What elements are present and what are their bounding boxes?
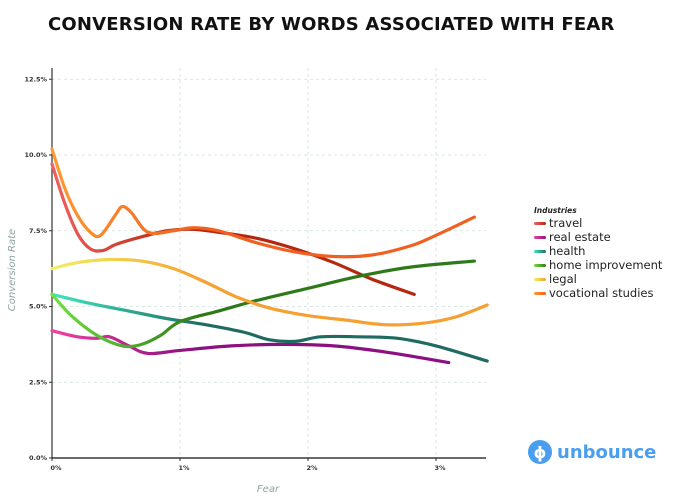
legend-label: home improvement [549, 258, 663, 272]
legend-swatch [534, 277, 546, 281]
x-axis-ticks: 0% 1% 2% 3% [50, 458, 446, 472]
legend-swatch [534, 235, 546, 239]
legend-label: real estate [549, 230, 611, 244]
series-lines [50, 147, 489, 365]
legend-label: legal [549, 272, 577, 286]
y-tick-label: 10.0% [24, 151, 47, 159]
y-tick-label: 2.5% [29, 378, 48, 386]
y-axis-ticks: 0.0% 2.5% 5.0% 7.5% 10.0% 12.5% [24, 75, 52, 462]
legend-swatch [534, 249, 546, 253]
y-tick-label: 5.0% [29, 303, 48, 311]
legend-item-home-improvement: home improvement [534, 258, 662, 272]
series-line-vocational-studies [50, 147, 476, 259]
grid-lines [52, 68, 486, 458]
legend-item-vocational-studies: vocational studies [534, 286, 662, 300]
legend-swatch [534, 263, 546, 267]
unbounce-logo: ϕ unbounce [528, 440, 656, 464]
y-tick-label: 0.0% [29, 454, 48, 462]
y-axis-label: Conversion Rate [7, 229, 18, 311]
legend-item-health: health [534, 244, 662, 258]
legend-item-travel: travel [534, 216, 662, 230]
series-line-legal [50, 257, 489, 327]
legend-label: travel [549, 216, 583, 230]
legend-swatch [534, 291, 546, 295]
series-line-home-improvement [50, 259, 476, 349]
x-tick-label: 2% [306, 464, 318, 472]
series-line-health [50, 292, 489, 363]
x-tick-label: 1% [178, 464, 190, 472]
unbounce-logo-icon: ϕ [528, 440, 552, 464]
legend-title: Industries [534, 206, 577, 215]
legend-swatch [534, 221, 546, 225]
unbounce-logo-text: unbounce [557, 441, 657, 463]
chart-title: CONVERSION RATE BY WORDS ASSOCIATED WITH… [48, 14, 615, 35]
x-tick-label: 0% [50, 464, 62, 472]
legend: Industries travel real estate health home i… [534, 206, 662, 300]
legend-label: vocational studies [549, 286, 654, 300]
legend-item-real-estate: real estate [534, 230, 662, 244]
x-axis-label: Fear [257, 484, 280, 495]
y-tick-label: 12.5% [24, 75, 47, 83]
y-tick-label: 7.5% [29, 227, 48, 235]
legend-item-legal: legal [534, 272, 662, 286]
legend-label: health [549, 244, 586, 258]
series-line-real-estate [50, 329, 451, 365]
x-tick-label: 3% [434, 464, 446, 472]
